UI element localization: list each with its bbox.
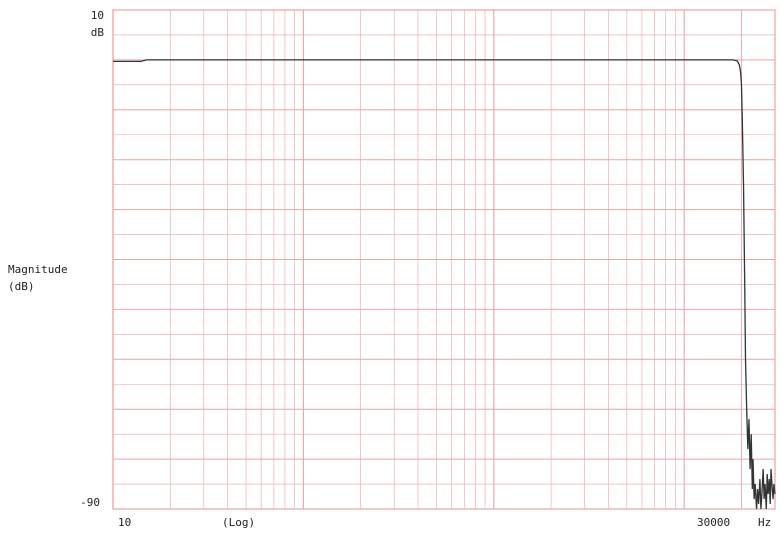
y-top-unit-label: dB <box>91 26 105 39</box>
y-axis-label-line2: (dB) <box>8 280 35 293</box>
x-scale-label: (Log) <box>222 516 255 529</box>
x-right-tick-label: 30000 <box>697 516 730 529</box>
x-unit-label: Hz <box>758 516 771 529</box>
plot-frame <box>112 9 776 510</box>
y-bottom-tick-label: -90 <box>80 496 100 509</box>
series-line <box>113 59 776 510</box>
y-axis-label-line1: Magnitude <box>8 263 68 276</box>
y-top-tick-label: 10 <box>91 9 104 22</box>
grid <box>112 9 776 510</box>
x-left-tick-label: 10 <box>118 516 131 529</box>
